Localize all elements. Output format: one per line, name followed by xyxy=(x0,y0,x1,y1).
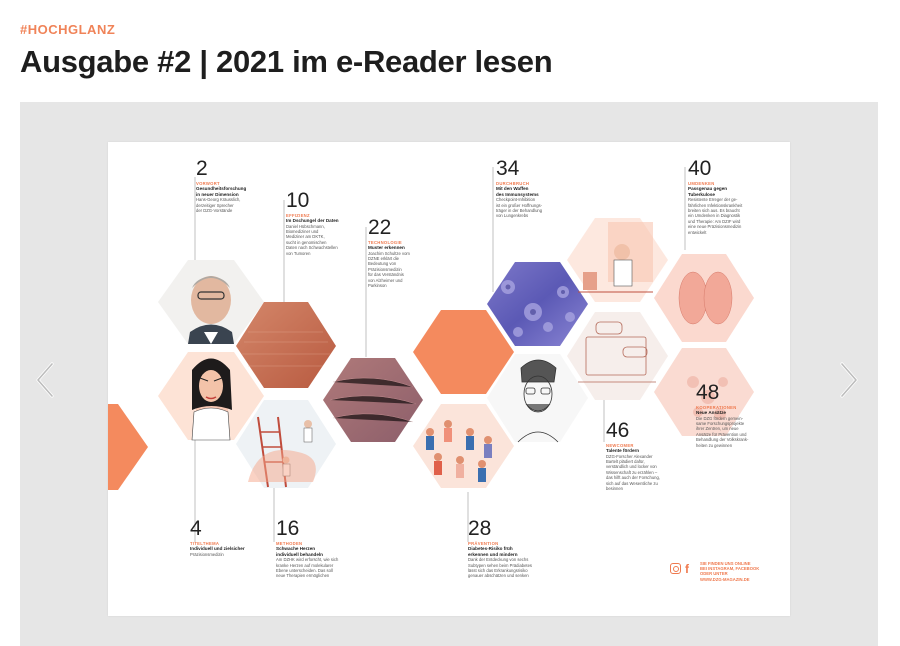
entry-teaser: Checkpoint-Inhibition ist ein großer Hof… xyxy=(496,197,543,219)
entry-teaser: Hans-Georg Kräusslich, derzeitiger Sprec… xyxy=(196,197,241,213)
entry-headline: Neue Ansätze xyxy=(696,410,726,415)
page-number: 48 xyxy=(696,381,720,404)
page-number: 28 xyxy=(468,517,492,540)
category-label: EFFIZIENZ xyxy=(286,213,310,218)
hexagon-illustration xyxy=(108,167,754,542)
entry-teaser: Die DZG fördern gemein- same Forschungsp… xyxy=(696,415,749,448)
next-page-button[interactable] xyxy=(832,360,862,400)
page-number: 10 xyxy=(286,189,310,212)
page-number: 16 xyxy=(276,517,300,540)
page-number: 46 xyxy=(606,419,630,442)
toc-entry-effizienz[interactable]: 10 EFFIZIENZ Im Dschungel der Daten Dani… xyxy=(286,190,366,256)
category-label: TECHNOLOGIE xyxy=(368,240,403,245)
chevron-right-icon xyxy=(840,362,858,398)
category-label: PRÄVENTION xyxy=(468,541,499,546)
entry-headline: Muster erkennen xyxy=(368,245,405,250)
entry-headline: Schwache Herzen individuell behandeln xyxy=(276,546,323,557)
page-number: 22 xyxy=(368,216,392,239)
entry-headline: Diabetes-Risiko früh erkennen und minder… xyxy=(468,546,518,557)
entry-headline: Talente fördern xyxy=(606,448,640,453)
e-reader-viewer[interactable]: 2 VORWORT Gesundheitsforschung in neuer … xyxy=(20,102,878,646)
magazine-spread[interactable]: 2 VORWORT Gesundheitsforschung in neuer … xyxy=(108,142,790,616)
toc-entry-titelthema[interactable]: 4 TITELTHEMA Individuell und zielsicher … xyxy=(190,518,280,557)
entry-headline: Im Dschungel der Daten xyxy=(286,218,339,223)
entry-teaser: Dank der Entdeckung von sechs Subtypen s… xyxy=(468,557,533,579)
category-label: KOOPERATIONEN xyxy=(696,405,737,410)
category-label: NEWCOMER xyxy=(606,443,634,448)
category-label: VORWORT xyxy=(196,181,220,186)
toc-entry-umdenken[interactable]: 40 UMDENKEN Passgenau gegen Tuberkulose … xyxy=(688,158,778,235)
category-label: METHODEN xyxy=(276,541,303,546)
facebook-icon[interactable]: f xyxy=(685,562,689,576)
toc-entry-newcomer[interactable]: 46 NEWCOMER Talente fördern DZG-Forscher… xyxy=(606,419,691,492)
entry-headline: Individuell und zielsicher xyxy=(190,546,245,551)
entry-teaser: Am DZHK wird erforscht, wie sich kranke … xyxy=(276,557,339,579)
category-label: TITELTHEMA xyxy=(190,541,220,546)
toc-entry-technologie[interactable]: 22 TECHNOLOGIE Muster erkennen Joachim S… xyxy=(368,216,448,289)
entry-teaser: DZG-Forscher Alexander Bartelt plädiert … xyxy=(606,453,661,492)
chevron-left-icon xyxy=(36,362,54,398)
entry-headline: Gesundheitsforschung in neuer Dimension xyxy=(196,186,247,197)
toc-entry-kooperationen[interactable]: 48 KOOPERATIONEN Neue Ansätze Die DZG fö… xyxy=(696,382,784,448)
entry-headline: Passgenau gegen Tuberkulose xyxy=(688,186,728,197)
social-links: f xyxy=(670,563,689,575)
toc-entry-praevention[interactable]: 28 PRÄVENTION Diabetes-Risiko früh erken… xyxy=(468,518,563,579)
entry-teaser: Präzisionsmedizin xyxy=(190,551,224,557)
section-kicker: #HOCHGLANZ xyxy=(20,22,116,37)
category-label: DURCHBRUCH xyxy=(496,181,530,186)
instagram-icon[interactable] xyxy=(670,563,681,574)
toc-entry-methoden[interactable]: 16 METHODEN Schwache Herzen individuell … xyxy=(276,518,371,579)
entry-teaser: Joachim Schultze vom DZNE erklärt die Be… xyxy=(368,250,410,289)
toc-entry-durchbruch[interactable]: 34 DURCHBRUCH Mit den Waffen des Immunsy… xyxy=(496,158,581,219)
online-note: SIE FINDEN UNS ONLINE BEI INSTAGRAM, FAC… xyxy=(700,561,760,582)
entry-teaser: Daniel Hübschmann, Biomediziner und Medi… xyxy=(286,223,338,256)
page-number: 4 xyxy=(190,517,202,540)
toc-entry-vorwort[interactable]: 2 VORWORT Gesundheitsforschung in neuer … xyxy=(196,157,276,214)
page-title: Ausgabe #2 | 2021 im e-Reader lesen xyxy=(20,44,553,79)
category-label: UMDENKEN xyxy=(688,181,715,186)
page-number: 2 xyxy=(196,157,208,180)
entry-teaser: Resistente Erreger der ge- fährlichen In… xyxy=(688,197,743,235)
previous-page-button[interactable] xyxy=(32,360,62,400)
page-number: 34 xyxy=(496,157,520,180)
page-number: 40 xyxy=(688,157,712,180)
entry-headline: Mit den Waffen des Immunsystems xyxy=(496,186,539,197)
